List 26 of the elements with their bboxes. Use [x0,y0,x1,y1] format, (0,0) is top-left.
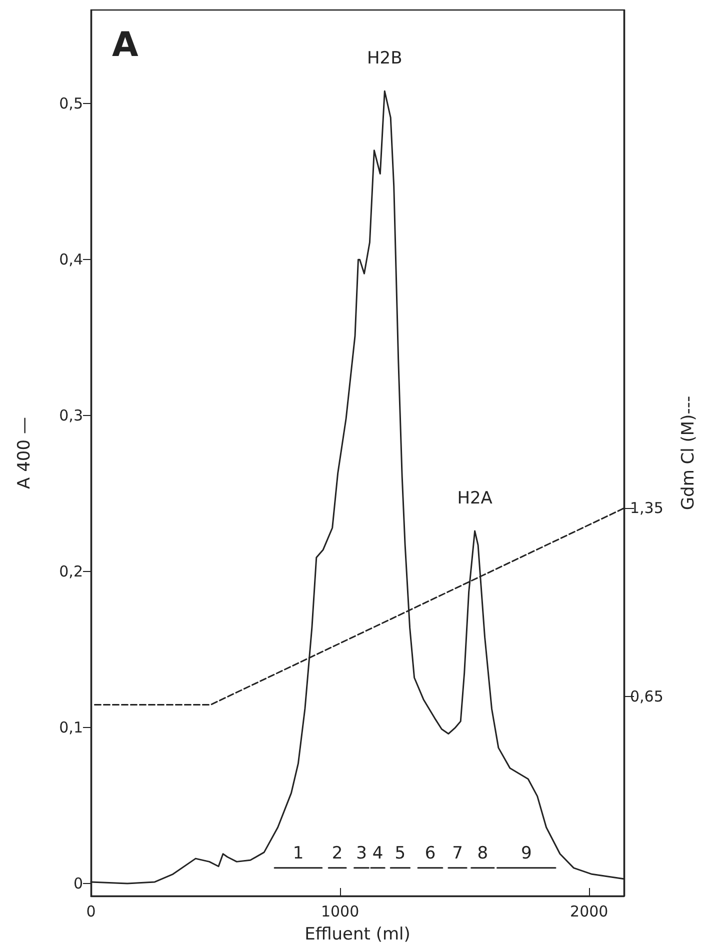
series-label: 2 [332,843,343,864]
y-tick-label: 0,4 [59,250,83,269]
series-label: 7 [452,843,463,864]
series-label: 3 [356,843,367,864]
series-label: 5 [394,843,406,864]
annotation: H2A [457,488,493,508]
y-tick-label: 0,2 [59,562,83,581]
x-axis-title: Effluent (ml) [304,924,410,944]
y-tick-label: 0,1 [59,718,83,737]
x-tick-label: 1000 [320,902,360,920]
series-label: 8 [477,843,488,864]
x-tick-label: 0 [86,902,96,920]
y-tick-label: 0 [73,874,83,893]
y-tick-label: 0,5 [59,94,83,113]
series-label: 9 [520,843,532,864]
annotation: A [112,25,139,65]
y2-tick-label: 0,65 [630,688,664,706]
y-axis-title: A 400 — [14,417,34,489]
x-tick-label: 2000 [570,902,608,920]
y2-axis-title: Gdm Cl (M)--- [678,396,698,510]
series-label: 6 [424,843,436,864]
y2-tick-label: 1,35 [630,499,664,518]
series-label: 4 [372,843,384,864]
series-label: 1 [292,843,304,864]
annotation: H2B [367,48,402,69]
y-tick-label: 0,3 [59,406,83,425]
